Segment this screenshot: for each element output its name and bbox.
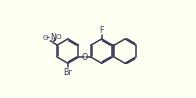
Text: O: O (82, 53, 88, 62)
Text: −: − (45, 35, 50, 41)
Text: +: + (52, 36, 57, 41)
Text: O: O (43, 35, 49, 41)
Text: N: N (50, 33, 56, 42)
Text: F: F (99, 25, 104, 34)
Text: O: O (56, 34, 62, 39)
Text: Br: Br (64, 68, 72, 77)
